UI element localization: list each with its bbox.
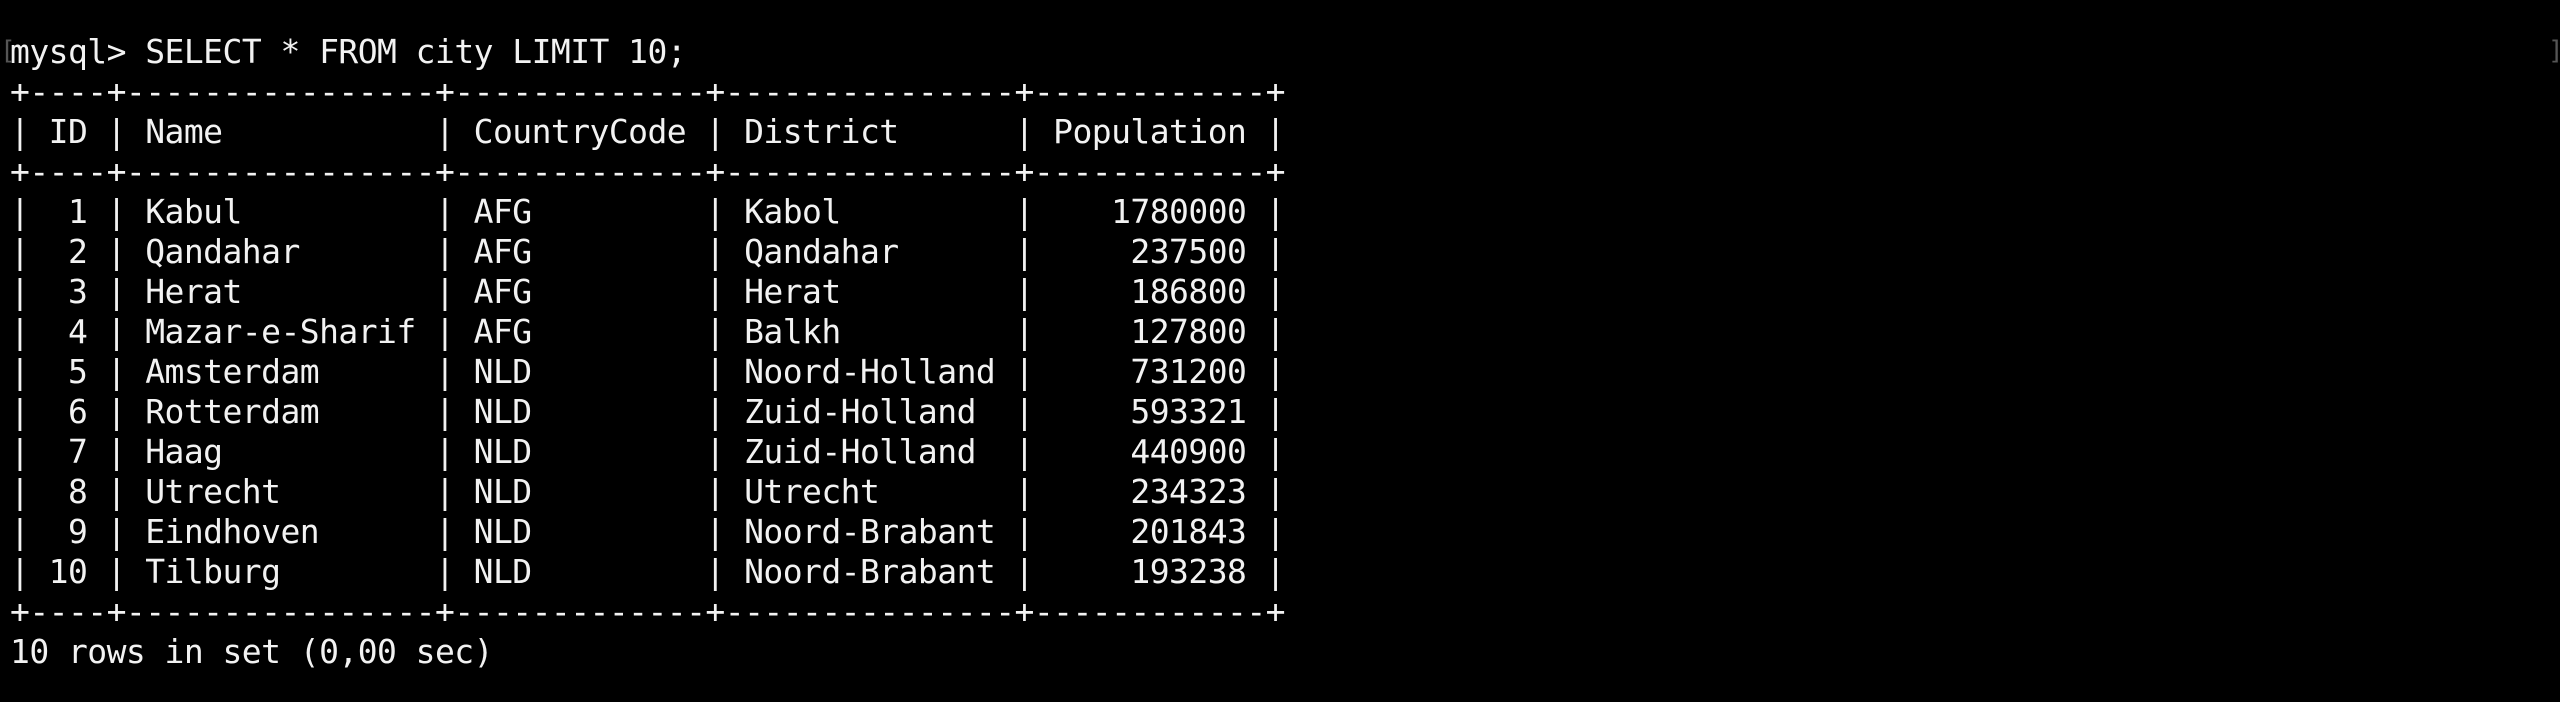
table-row: | 7 | Haag | NLD | Zuid-Holland | 440900… <box>10 432 1286 471</box>
table-row: | 8 | Utrecht | NLD | Utrecht | 234323 | <box>10 472 1286 511</box>
table-row: | 9 | Eindhoven | NLD | Noord-Brabant | … <box>10 512 1286 551</box>
table-border-header: +----+----------------+-------------+---… <box>10 152 1286 191</box>
line-marker-left: [ <box>0 36 16 66</box>
table-row: | 10 | Tilburg | NLD | Noord-Brabant | 1… <box>10 552 1286 591</box>
table-header-row: | ID | Name | CountryCode | District | P… <box>10 112 1286 151</box>
line-marker-right: ] <box>2548 34 2560 68</box>
command-line: mysql> SELECT * FROM city LIMIT 10; <box>10 32 687 72</box>
table-row: | 5 | Amsterdam | NLD | Noord-Holland | … <box>10 352 1286 391</box>
result-status: 10 rows in set (0,00 sec) <box>10 632 494 671</box>
table-row: | 6 | Rotterdam | NLD | Zuid-Holland | 5… <box>10 392 1286 431</box>
mysql-prompt: mysql> <box>10 32 146 71</box>
sql-command: SELECT * FROM city LIMIT 10; <box>145 32 687 71</box>
table-border-bottom: +----+----------------+-------------+---… <box>10 592 1286 631</box>
table-border-top: +----+----------------+-------------+---… <box>10 72 1286 111</box>
table-row: | 1 | Kabul | AFG | Kabol | 1780000 | <box>10 192 1286 231</box>
table-row: | 3 | Herat | AFG | Herat | 186800 | <box>10 272 1286 311</box>
table-row: | 4 | Mazar-e-Sharif | AFG | Balkh | 127… <box>10 312 1286 351</box>
table-row: | 2 | Qandahar | AFG | Qandahar | 237500… <box>10 232 1286 271</box>
